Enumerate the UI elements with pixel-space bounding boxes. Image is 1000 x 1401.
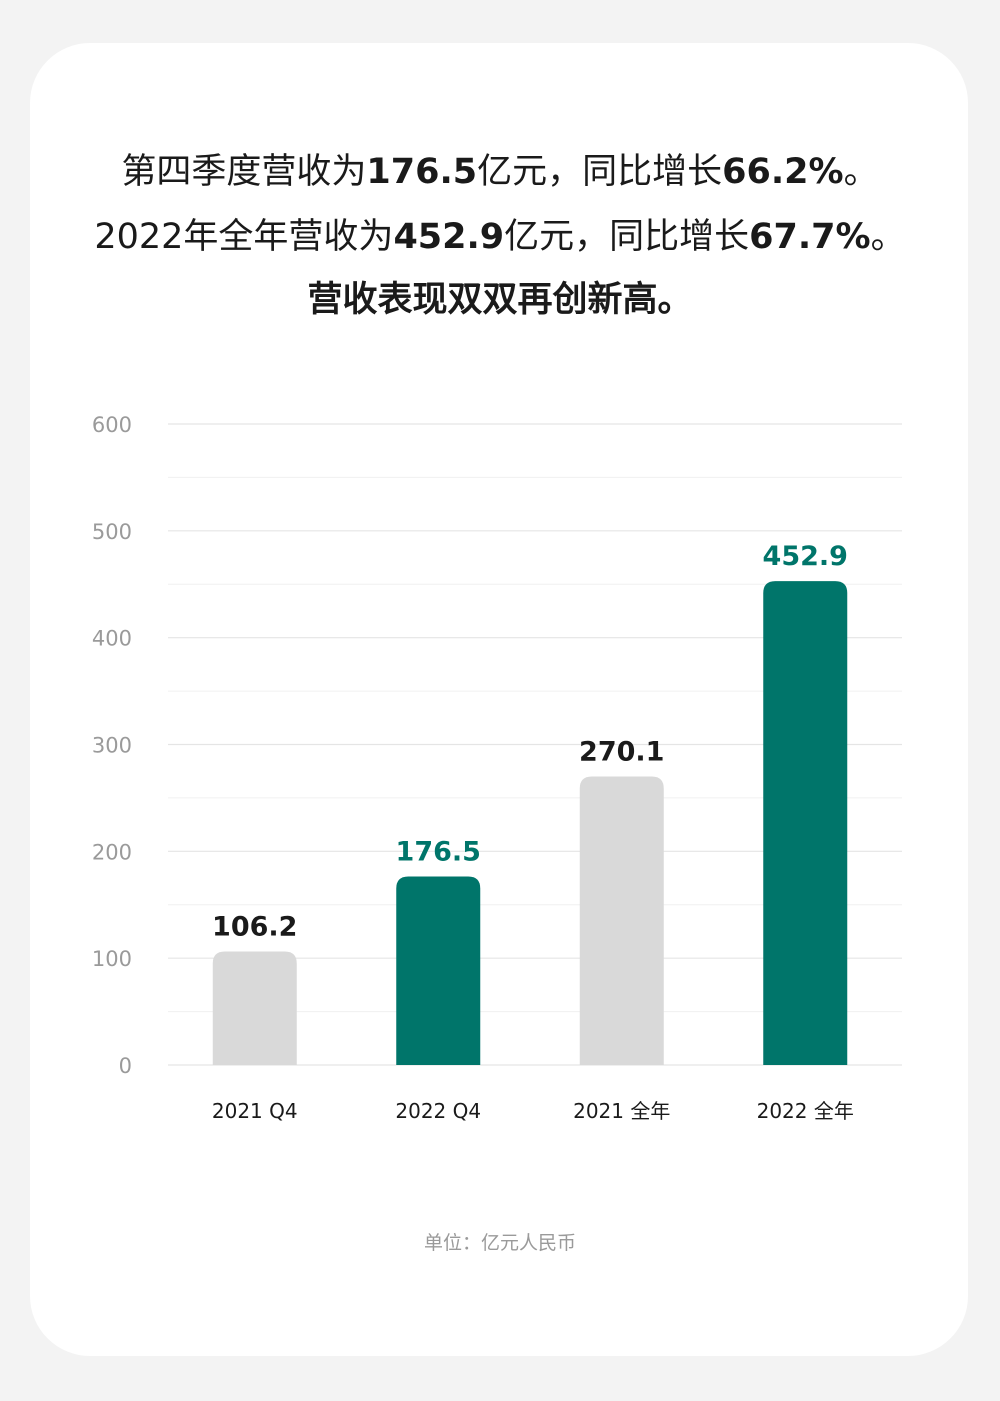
headline-text: 亿元，同比增长 (477, 152, 723, 192)
headline-line-2: 2022年全年营收为452.9亿元，同比增长67.7%。 (0, 215, 1000, 259)
x-tick-label: 2022 Q4 (395, 1099, 481, 1123)
bar (579, 776, 664, 1065)
headline-line-1: 第四季度营收为176.5亿元，同比增长66.2%。 (0, 150, 1000, 194)
bar-value-label: 270.1 (579, 736, 664, 767)
bar (763, 581, 848, 1065)
y-tick-label: 200 (92, 840, 132, 864)
bar (396, 876, 481, 1065)
y-tick-label: 300 (92, 734, 132, 758)
y-tick-label: 400 (92, 627, 132, 651)
headline-text: 。 (843, 152, 879, 192)
headline-text: 亿元，同比增长 (504, 217, 750, 257)
x-tick-label: 2021 全年 (573, 1099, 670, 1123)
quarter-revenue-value: 176.5 (366, 152, 478, 192)
headline-text: 2022年全年营收为 (94, 217, 394, 257)
headline-text: 第四季度营收为 (121, 152, 367, 192)
annual-growth-value: 67.7% (749, 217, 871, 257)
y-tick-label: 100 (92, 947, 132, 971)
y-tick-label: 0 (119, 1054, 132, 1078)
headline-line-3: 营收表现双双再创新高。 (307, 280, 693, 320)
quarter-growth-value: 66.2% (722, 152, 844, 192)
bar-value-label: 106.2 (212, 912, 297, 943)
x-tick-label: 2022 全年 (757, 1099, 854, 1123)
bar (212, 951, 297, 1065)
y-tick-label: 600 (92, 413, 132, 437)
x-tick-label: 2021 Q4 (212, 1099, 298, 1123)
headline-text: 。 (870, 217, 906, 257)
unit-note: 单位：亿元人民币 (423, 1232, 576, 1254)
bar-value-label: 176.5 (396, 836, 481, 867)
bar-value-label: 452.9 (763, 541, 848, 572)
annual-revenue-value: 452.9 (393, 217, 505, 257)
y-tick-label: 500 (92, 520, 132, 544)
